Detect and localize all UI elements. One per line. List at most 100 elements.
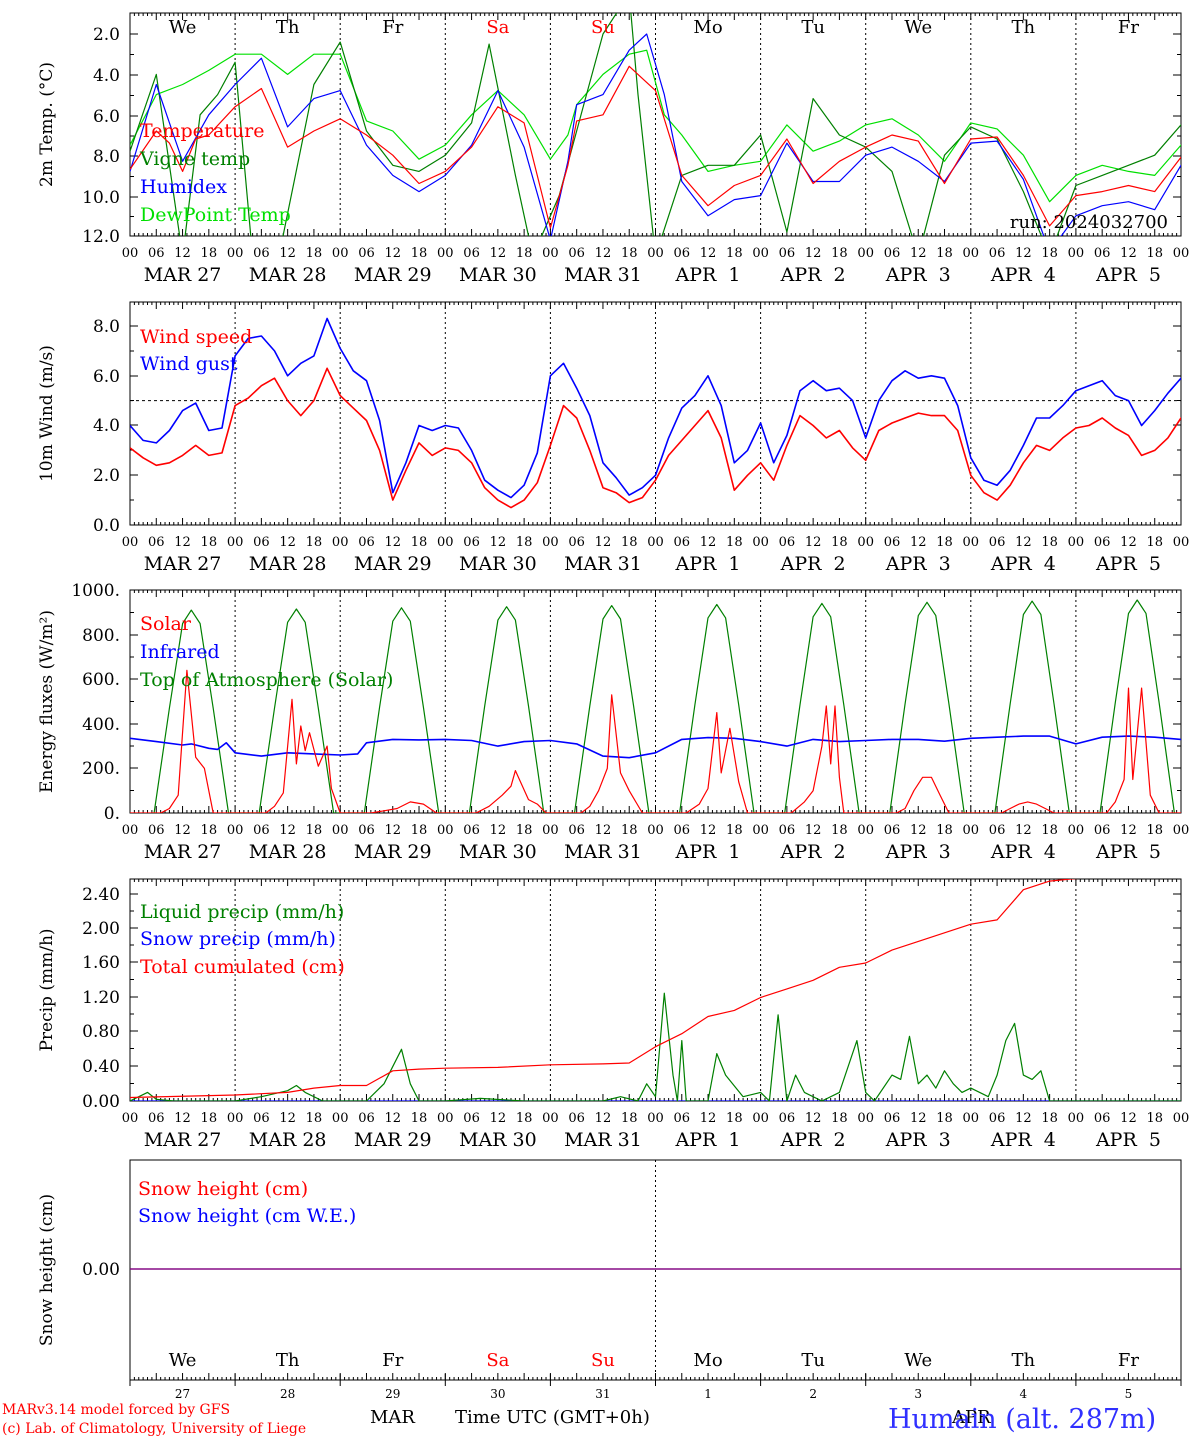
location-label: Humain (alt. 287m) [888,1404,1156,1435]
y-axis-label: Precip (mm/h) [37,928,57,1051]
hour-tick-label: 12 [174,823,191,838]
date-label: MAR 29 [354,264,432,286]
hour-tick-label: 12 [700,823,717,838]
y-axis-label: Snow height (cm) [37,1194,57,1346]
hour-tick-label: 12 [805,823,822,838]
panel-5: 0.00 Snow height (cm) Snow height (cm) Snow… [37,1159,1182,1401]
date-label: MAR 30 [459,841,537,863]
hour-tick-label: 18 [726,1111,743,1126]
date-label: APR 3 [885,1129,951,1151]
y-tick-label: 800. [82,626,120,646]
day-number-label: 2 [809,1387,817,1401]
legend-entry: Humidex [140,176,227,198]
hour-tick-label: 18 [516,823,533,838]
hour-tick-label: 00 [227,823,244,838]
hour-tick-label: 18 [201,535,218,550]
hour-tick-label: 00 [963,823,980,838]
hour-tick-label: 12 [595,1111,612,1126]
date-label: APR 4 [990,841,1056,863]
date-label: MAR 31 [564,1129,642,1151]
hour-tick-label: 12 [1120,823,1137,838]
hour-tick-label: 06 [358,823,375,838]
hour-tick-label: 18 [831,535,848,550]
hour-tick-label: 12 [279,823,296,838]
hour-tick-label: 00 [122,823,139,838]
series-liquid-precip-mm-h [130,992,1181,1101]
y-tick-label: 2.40 [82,885,120,905]
hour-tick-label: 12 [279,1111,296,1126]
hour-tick-label: 12 [910,246,927,261]
hour-tick-label: 06 [358,1111,375,1126]
date-label: APR 2 [780,264,846,286]
y-axis-label: Energy fluxes (W/m²) [37,610,57,793]
weekday-label: Sa [486,1350,509,1371]
date-label: MAR 27 [144,553,222,575]
hour-tick-label: 00 [1173,1111,1190,1126]
legend-entry: Infrared [140,641,220,663]
hour-tick-label: 06 [463,1111,480,1126]
legend-entry: Top of Atmosphere (Solar) [140,669,393,691]
hour-tick-label: 00 [437,535,454,550]
hour-tick-label: 12 [279,246,296,261]
hour-tick-label: 12 [805,535,822,550]
hour-tick-label: 00 [122,535,139,550]
hour-tick-label: 00 [963,1111,980,1126]
date-label: APR 1 [675,1129,741,1151]
date-label: APR 3 [885,553,951,575]
hour-tick-label: 06 [463,823,480,838]
hour-tick-label: 06 [1094,535,1111,550]
legend-entry: Temperature [140,120,264,142]
series-infrared [130,735,1181,759]
hour-tick-label: 18 [1041,1111,1058,1126]
hour-tick-label: 06 [1094,1111,1111,1126]
hour-tick-label: 00 [542,1111,559,1126]
hour-tick-label: 00 [542,246,559,261]
legend-entry: Wind gust [140,353,238,375]
hour-tick-label: 12 [490,535,507,550]
hour-tick-label: 06 [568,246,585,261]
date-label: APR 2 [780,553,846,575]
legend-entry: Snow precip (mm/h) [140,928,336,950]
hour-tick-label: 06 [358,246,375,261]
day-number-label: 5 [1125,1387,1133,1401]
hour-tick-label: 06 [1094,823,1111,838]
model-credit: MARv3.14 model forced by GFS [2,1402,230,1418]
hour-tick-label: 12 [490,246,507,261]
series-wind-gust [130,317,1181,499]
hour-tick-label: 18 [936,535,953,550]
hour-tick-label: 18 [621,823,638,838]
series-vigne-temp [130,13,1181,236]
hour-tick-label: 00 [227,1111,244,1126]
date-label: APR 5 [1095,553,1161,575]
hour-tick-label: 00 [227,246,244,261]
y-tick-label: 0.80 [82,1022,120,1042]
hour-tick-label: 18 [306,823,323,838]
day-number-label: 4 [1020,1387,1028,1401]
date-label: APR 4 [990,1129,1056,1151]
hour-tick-label: 12 [1120,246,1137,261]
hour-tick-label: 12 [490,1111,507,1126]
series-humidex [130,33,1181,236]
weekday-label: We [169,1350,197,1371]
hour-tick-label: 06 [253,535,270,550]
hour-tick-label: 06 [568,823,585,838]
y-tick-label: 6.0 [93,367,120,387]
date-label: APR 4 [990,553,1056,575]
hour-tick-label: 18 [726,823,743,838]
hour-tick-label: 06 [148,246,165,261]
date-label: APR 1 [675,264,741,286]
legend-entry: Solar [140,613,192,635]
day-number-label: 31 [595,1387,610,1401]
hour-tick-label: 18 [1146,246,1163,261]
hour-tick-label: 00 [752,535,769,550]
legend-entry: Total cumulated (cm) [140,956,345,978]
series-temperature [130,65,1181,229]
hour-tick-label: 12 [910,1111,927,1126]
hour-tick-label: 12 [490,823,507,838]
date-label: MAR 28 [249,264,327,286]
y-tick-label: 10.0 [82,188,120,208]
hour-tick-label: 00 [332,1111,349,1126]
hour-tick-label: 06 [358,535,375,550]
day-number-label: 27 [175,1387,190,1401]
weekday-label: Mo [693,17,722,38]
